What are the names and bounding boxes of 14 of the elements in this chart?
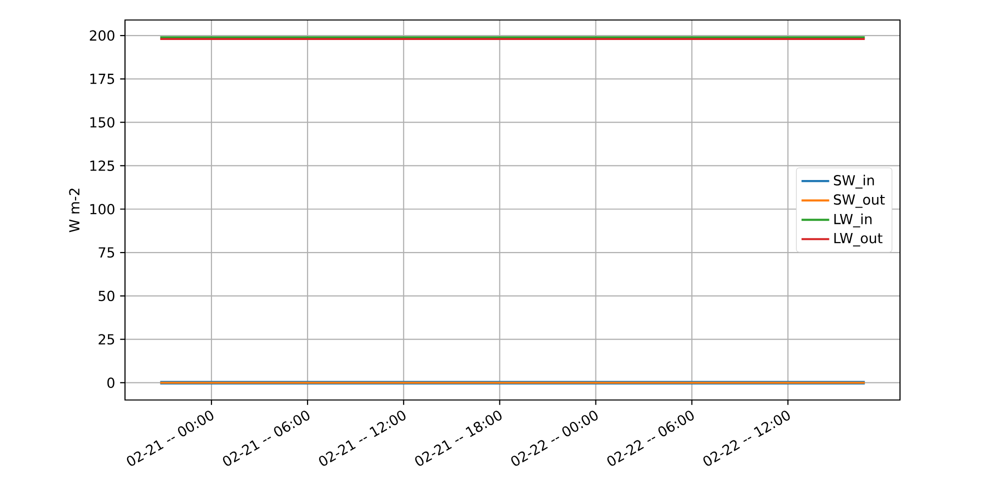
y-tick-label: 150	[90, 117, 114, 128]
y-tick-label: 100	[90, 204, 114, 214]
legend-label: LW_in	[834, 214, 872, 228]
legend-label: SW_out	[834, 194, 885, 208]
y-tick-label: 125	[90, 160, 114, 171]
y-tick-label: 0	[107, 377, 114, 388]
y-tick-label: 75	[98, 247, 114, 258]
legend-label: LW_out	[834, 233, 882, 246]
y-tick-label: 25	[98, 334, 114, 345]
y-axis-title: W m-2	[69, 188, 80, 232]
y-tick-label: 200	[90, 30, 114, 41]
y-tick-label: 50	[98, 290, 114, 302]
y-tick-label: 175	[90, 74, 114, 84]
legend-label: SW_in	[834, 174, 874, 189]
